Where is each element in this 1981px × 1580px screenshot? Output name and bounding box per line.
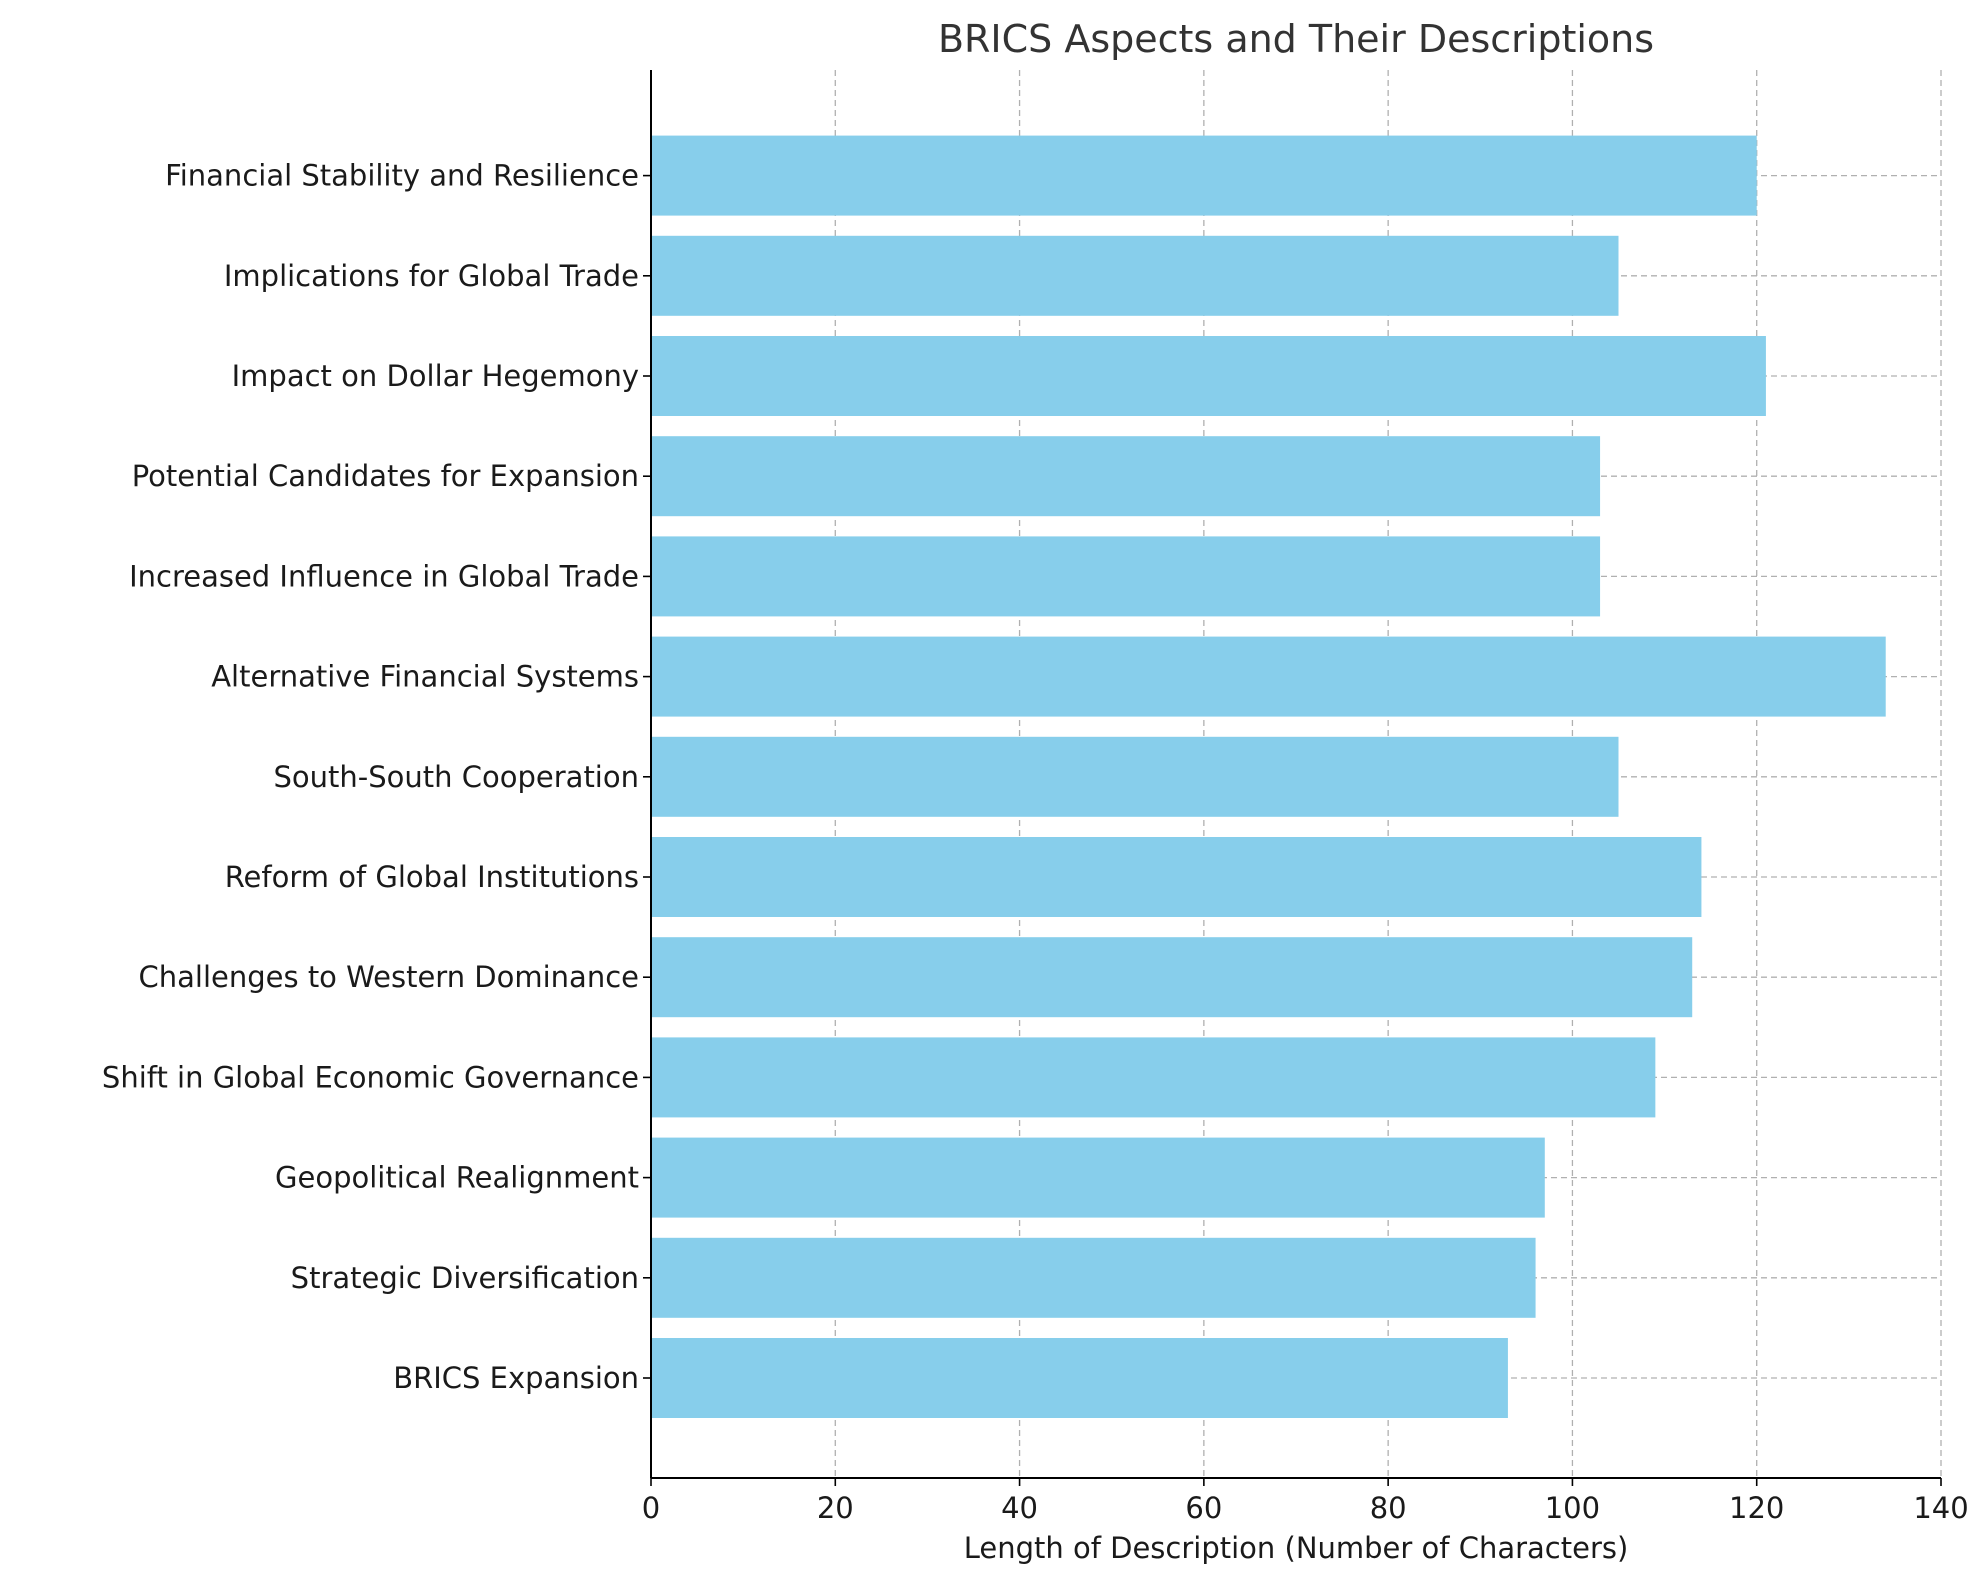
bar [651, 336, 1766, 416]
bar [651, 636, 1886, 717]
bar [651, 436, 1601, 517]
y-tick-label: Implications for Global Trade [224, 259, 639, 293]
y-tick-label: Impact on Dollar Hegemony [232, 359, 639, 393]
y-tick-label: Increased Influence in Global Trade [129, 559, 639, 593]
bar [651, 736, 1619, 817]
y-tick-label: South-South Cooperation [274, 760, 639, 794]
bar [651, 1338, 1508, 1418]
bar [651, 1037, 1656, 1118]
bar [651, 837, 1702, 917]
y-tick-label: BRICS Expansion [393, 1361, 639, 1395]
bar [651, 1237, 1536, 1318]
bars [651, 135, 1886, 1418]
x-tick-label: 60 [1185, 1491, 1222, 1525]
x-tick-labels: 0 20 40 60 80 100 120 140 [642, 1491, 1969, 1525]
x-tick-label: 100 [1545, 1491, 1600, 1525]
x-tick-label: 0 [642, 1491, 660, 1525]
bar [651, 1137, 1545, 1218]
x-tick-label: 20 [817, 1491, 854, 1525]
bar [651, 135, 1757, 216]
y-tick-label: Strategic Diversification [291, 1261, 639, 1295]
y-tick-label: Financial Stability and Resilience [165, 159, 639, 193]
x-tick-label: 80 [1370, 1491, 1407, 1525]
y-tick-label: Challenges to Western Dominance [139, 960, 640, 994]
chart-title: BRICS Aspects and Their Descriptions [938, 17, 1654, 61]
y-tick-label: Shift in Global Economic Governance [102, 1060, 639, 1094]
axes [643, 70, 1942, 1486]
bar [651, 937, 1693, 1018]
y-tick-label: Geopolitical Realignment [275, 1161, 639, 1195]
y-tick-label: Potential Candidates for Expansion [132, 459, 639, 493]
x-tick-label: 40 [1001, 1491, 1038, 1525]
x-tick-label: 140 [1913, 1491, 1968, 1525]
y-tick-label: Alternative Financial Systems [211, 660, 639, 694]
bar [651, 536, 1601, 617]
y-tick-label: Reform of Global Institutions [225, 860, 639, 894]
x-tick-label: 120 [1729, 1491, 1784, 1525]
bar [651, 235, 1619, 316]
x-axis-label: Length of Description (Number of Charact… [964, 1531, 1629, 1565]
y-tick-labels: BRICS Expansion Strategic Diversification… [102, 159, 639, 1395]
